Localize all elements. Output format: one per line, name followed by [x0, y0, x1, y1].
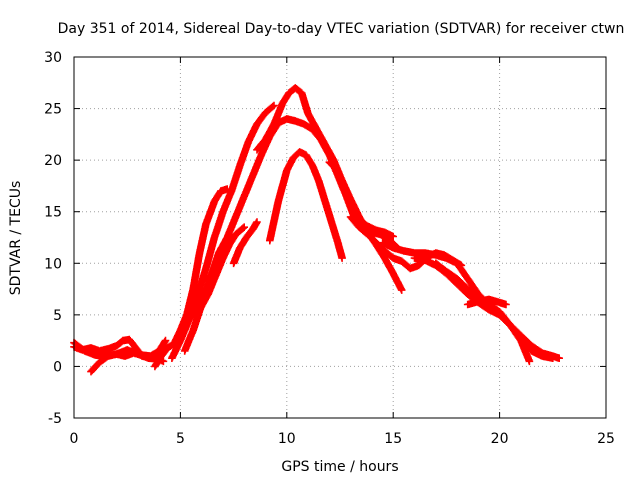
- series-16: [463, 295, 510, 309]
- x-axis-label: GPS time / hours: [281, 459, 398, 475]
- series-8-markers: [229, 218, 261, 268]
- series-5-markers: [168, 101, 278, 362]
- series-10: [266, 148, 346, 262]
- plot-data: [70, 84, 563, 376]
- y-tick-label: 20: [44, 153, 62, 169]
- series-10-markers: [266, 148, 346, 262]
- y-tick-label: 10: [44, 256, 62, 272]
- y-tick-label: 25: [44, 102, 62, 118]
- series-3-markers: [87, 336, 170, 376]
- series-8: [229, 218, 261, 268]
- series-4-markers: [151, 185, 231, 371]
- x-tick-label: 20: [491, 431, 509, 447]
- series-7-markers: [187, 223, 248, 321]
- y-tick-label: 0: [53, 359, 62, 375]
- series-5: [168, 101, 278, 362]
- y-tick-label: 15: [44, 205, 62, 221]
- y-tick-label: 30: [44, 50, 62, 66]
- x-tick-label: 25: [597, 431, 615, 447]
- x-tick-label: 15: [384, 431, 402, 447]
- x-tick-label: 5: [176, 431, 185, 447]
- axis-ticks: 0 5 10 15 20 25 -5 0 5 10 15 20 25 30: [44, 50, 615, 447]
- y-tick-label: 5: [53, 308, 62, 324]
- x-tick-label: 0: [70, 431, 79, 447]
- x-tick-label: 10: [278, 431, 296, 447]
- series-3: [87, 336, 170, 376]
- chart-title: Day 351 of 2014, Sidereal Day-to-day VTE…: [58, 21, 625, 37]
- y-axis-label: SDTVAR / TECUs: [8, 181, 24, 296]
- plot-frame: [73, 56, 607, 419]
- series-16-markers: [463, 295, 510, 309]
- y-tick-label: -5: [48, 411, 62, 427]
- series-4: [151, 185, 231, 371]
- series-15: [432, 259, 557, 362]
- series-15-markers: [432, 259, 557, 362]
- series-7: [187, 223, 248, 321]
